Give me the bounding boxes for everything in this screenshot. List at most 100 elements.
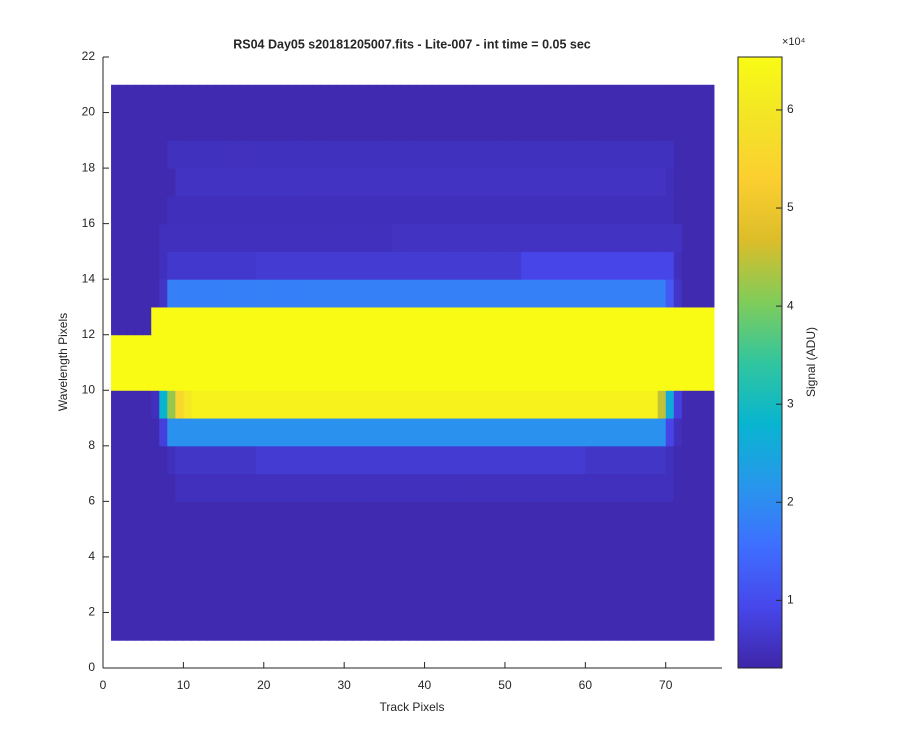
- heatmap-cell: [432, 112, 442, 141]
- heatmap-cell: [681, 556, 691, 586]
- heatmap-cell: [416, 418, 426, 447]
- heatmap-cell: [247, 445, 257, 475]
- heatmap-cell: [183, 251, 192, 280]
- heatmap-cell: [504, 251, 514, 280]
- heatmap-cell: [625, 445, 635, 475]
- heatmap-cell: [175, 334, 184, 363]
- heatmap-cell: [191, 306, 200, 336]
- heatmap-cell: [464, 84, 474, 114]
- heatmap-cell: [392, 306, 401, 336]
- heatmap-cell: [392, 334, 401, 363]
- x-axis-label: Track Pixels: [380, 700, 445, 714]
- heatmap-cell: [504, 418, 514, 447]
- heatmap-cell: [649, 390, 659, 419]
- heatmap-cell: [159, 334, 168, 363]
- heatmap-cell: [408, 84, 418, 114]
- heatmap-cell: [456, 84, 466, 114]
- heatmap-cell: [601, 168, 610, 197]
- heatmap-cell: [472, 418, 482, 447]
- heatmap-cell: [384, 501, 393, 530]
- heatmap-cell: [537, 168, 546, 197]
- heatmap-cell: [464, 112, 474, 141]
- heatmap-cell: [601, 251, 610, 280]
- heatmap-cell: [609, 195, 618, 225]
- heatmap-cell: [143, 168, 152, 197]
- heatmap-cell: [279, 223, 289, 252]
- heatmap-cell: [215, 112, 225, 141]
- heatmap-cell: [336, 112, 345, 141]
- heatmap-cell: [231, 390, 241, 419]
- heatmap-cell: [537, 334, 546, 363]
- heatmap-cell: [135, 306, 144, 336]
- heatmap-cell: [641, 140, 651, 169]
- heatmap-cell: [328, 362, 337, 391]
- heatmap-cell: [320, 556, 329, 586]
- heatmap-cell: [287, 501, 297, 530]
- heatmap-cell: [127, 445, 136, 475]
- heatmap-cell: [705, 390, 715, 419]
- heatmap-cell: [239, 168, 249, 197]
- heatmap-cell: [657, 112, 667, 141]
- heatmap-cell: [609, 445, 618, 475]
- heatmap-cell: [705, 251, 715, 280]
- heatmap-cell: [303, 556, 313, 586]
- heatmap-cell: [601, 362, 610, 391]
- heatmap-cell: [175, 501, 184, 530]
- heatmap-cell: [191, 362, 200, 391]
- heatmap-cell: [569, 584, 578, 613]
- heatmap-cell: [143, 279, 152, 308]
- heatmap-cell: [488, 334, 498, 363]
- heatmap-cell: [585, 390, 594, 419]
- heatmap-cell: [585, 501, 594, 530]
- heatmap-cell: [400, 529, 409, 558]
- heatmap-cell: [488, 306, 498, 336]
- heatmap-cell: [223, 306, 233, 336]
- heatmap-cell: [312, 168, 321, 197]
- heatmap-cell: [135, 473, 144, 502]
- heatmap-cell: [111, 362, 120, 391]
- heatmap-cell: [633, 195, 643, 225]
- heatmap-cell: [207, 584, 217, 613]
- heatmap-cell: [480, 529, 490, 558]
- heatmap-cell: [199, 334, 209, 363]
- heatmap-cell: [504, 584, 514, 613]
- heatmap-cell: [247, 334, 257, 363]
- heatmap-cell: [352, 279, 361, 308]
- heatmap-cell: [504, 112, 514, 141]
- heatmap-cell: [480, 556, 490, 586]
- heatmap-cell: [553, 112, 562, 141]
- heatmap-cell: [512, 390, 522, 419]
- heatmap-cell: [271, 334, 281, 363]
- heatmap-cell: [271, 390, 281, 419]
- heatmap-cell: [360, 306, 369, 336]
- heatmap-cell: [287, 195, 297, 225]
- heatmap-cell: [119, 362, 128, 391]
- heatmap-cell: [416, 445, 426, 475]
- heatmap-cell: [504, 223, 514, 252]
- heatmap-cell: [601, 140, 610, 169]
- heatmap-cell: [432, 473, 442, 502]
- heatmap-cell: [609, 84, 618, 114]
- heatmap-cell: [480, 390, 490, 419]
- heatmap-cell: [697, 334, 707, 363]
- heatmap-cell: [336, 362, 345, 391]
- heatmap-cell: [239, 251, 249, 280]
- heatmap-cell: [593, 84, 602, 114]
- heatmap-cell: [151, 112, 160, 141]
- heatmap-cell: [239, 334, 249, 363]
- heatmap-cell: [247, 195, 257, 225]
- heatmap-cell: [504, 140, 514, 169]
- heatmap-cell: [649, 223, 659, 252]
- heatmap-cell: [191, 84, 200, 114]
- heatmap-cell: [472, 251, 482, 280]
- heatmap-cell: [175, 84, 184, 114]
- heatmap-cell: [440, 390, 450, 419]
- heatmap-cell: [496, 612, 506, 641]
- heatmap-cell: [593, 612, 602, 641]
- heatmap-cell: [135, 334, 144, 363]
- heatmap-cell: [617, 223, 627, 252]
- heatmap-cell: [464, 362, 474, 391]
- heatmap-cell: [408, 584, 418, 613]
- heatmap-cell: [287, 334, 297, 363]
- heatmap-cell: [657, 168, 667, 197]
